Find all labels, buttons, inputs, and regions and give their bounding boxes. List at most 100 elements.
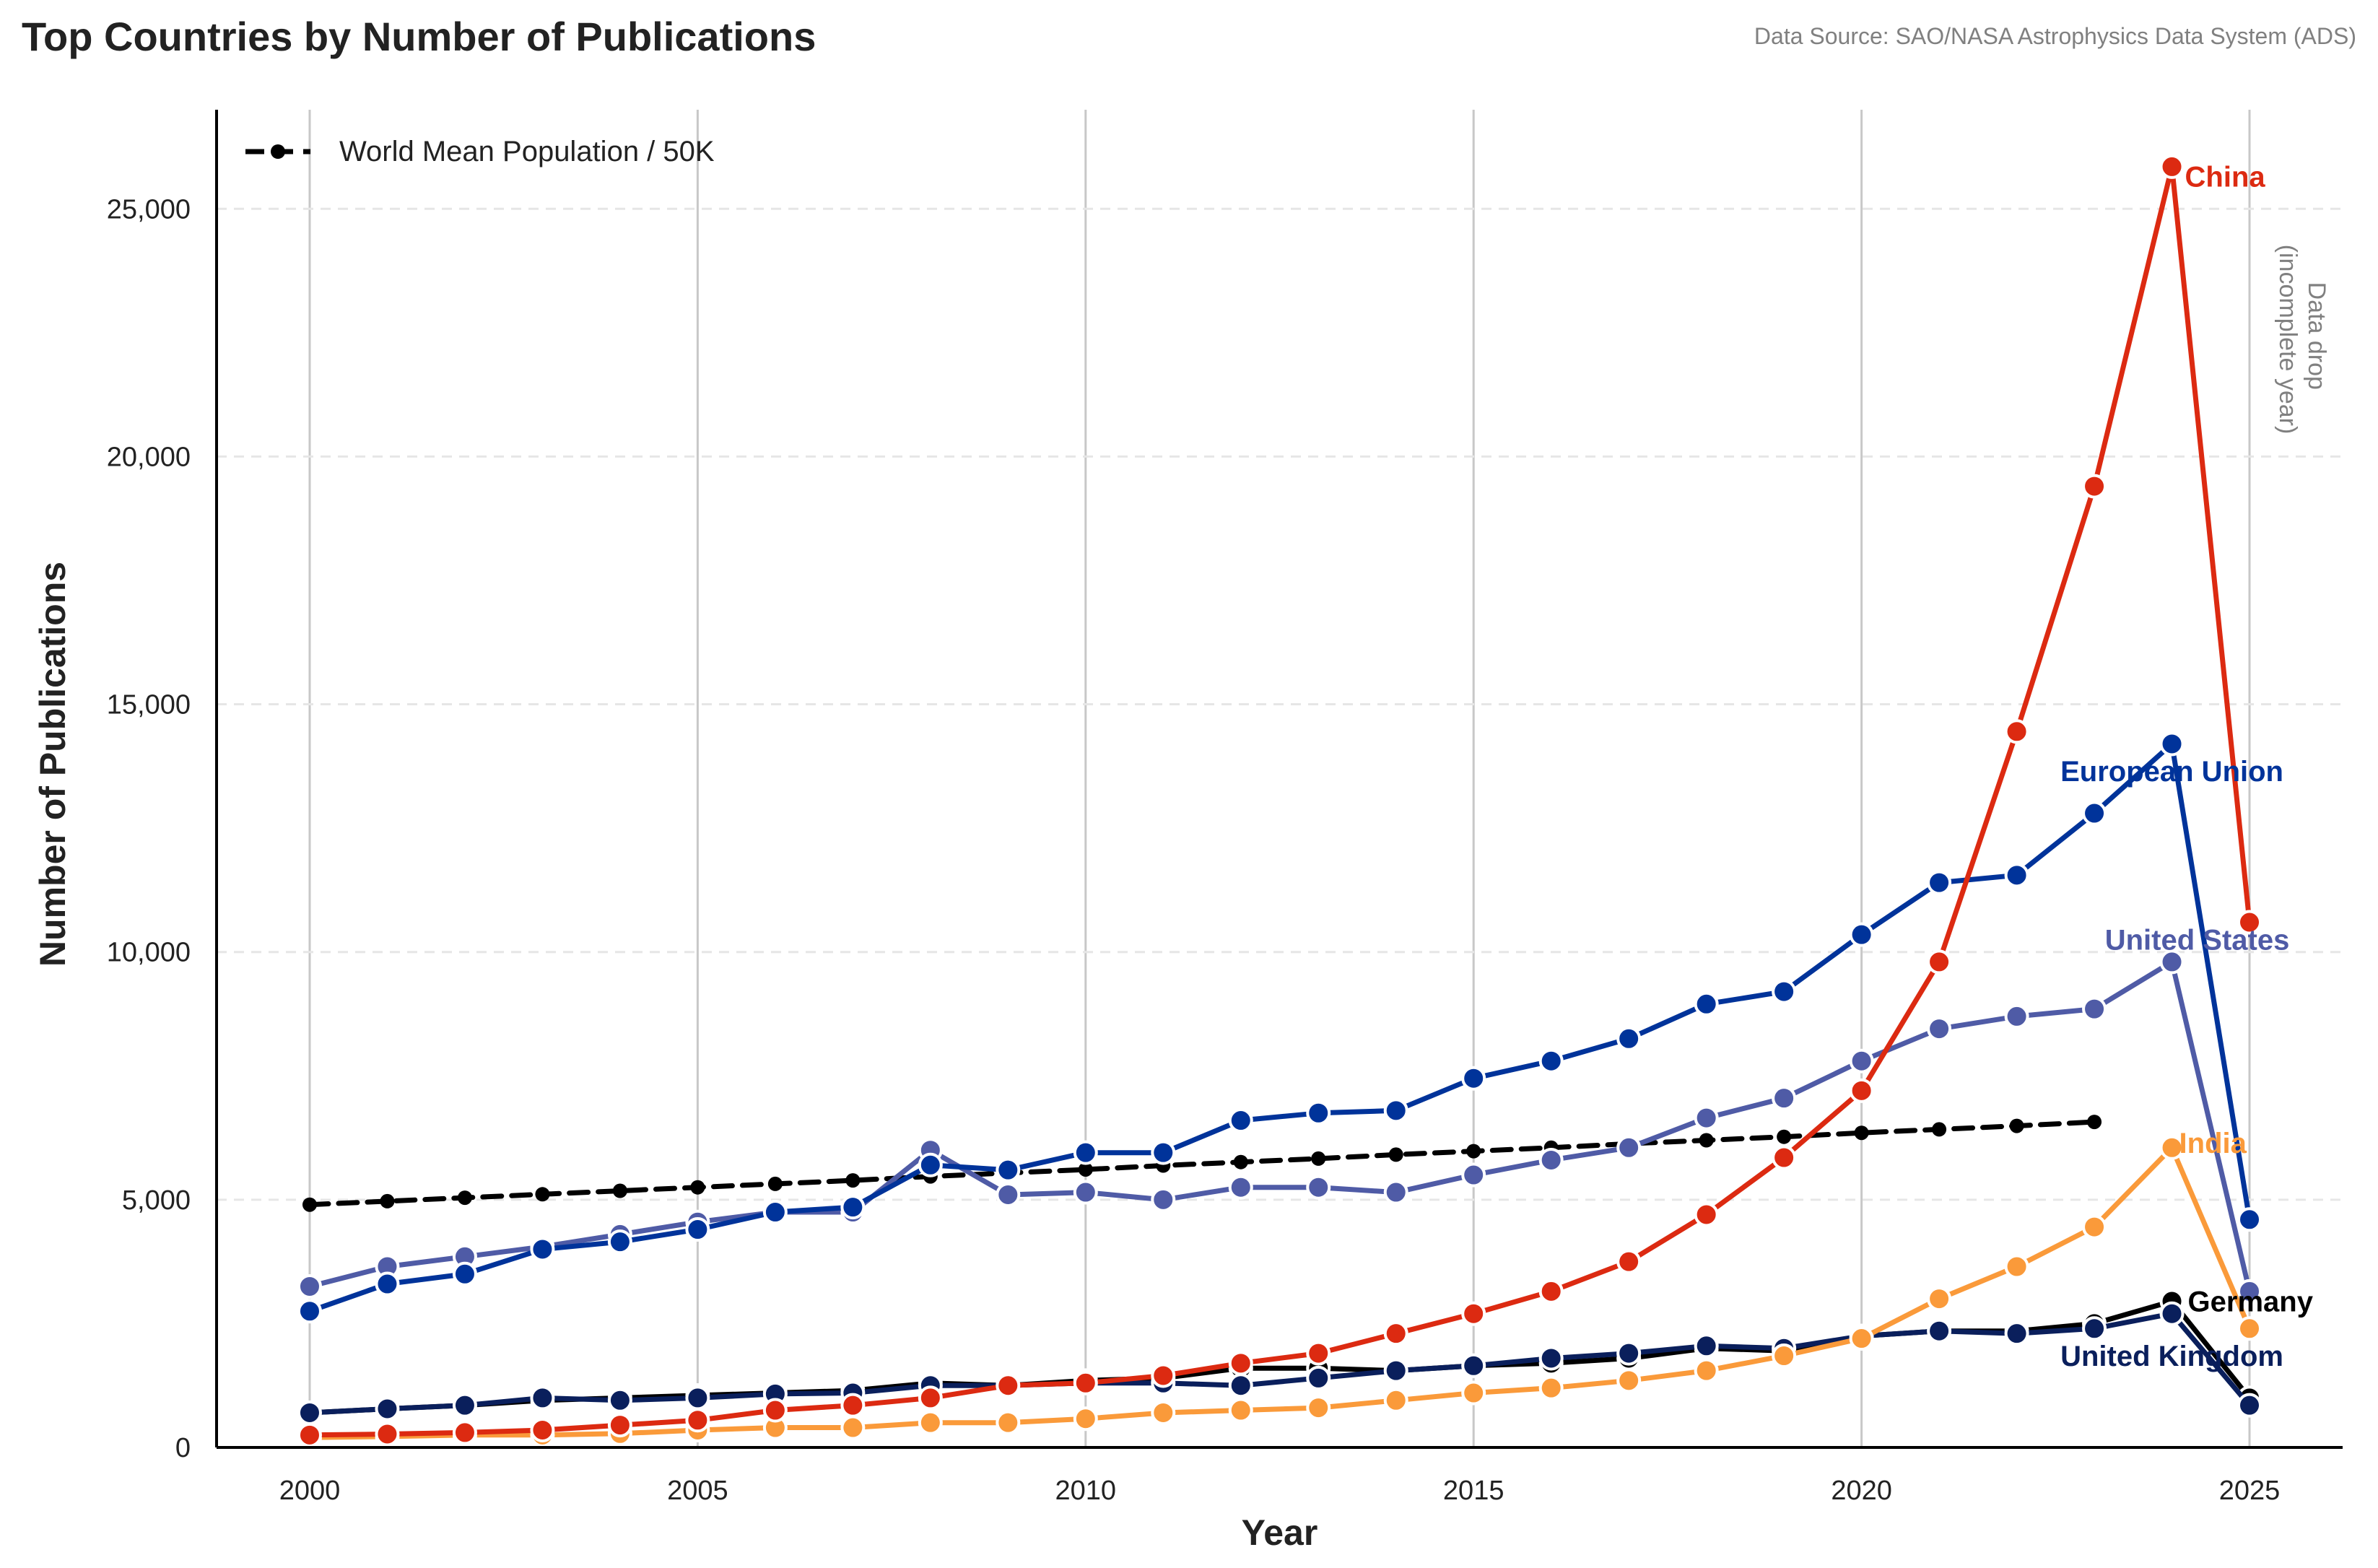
data-point — [1073, 1140, 1098, 1165]
data-point — [1073, 1370, 1098, 1395]
data-point — [996, 1182, 1021, 1207]
data-point — [840, 1195, 866, 1220]
x-tick-label: 2010 — [1055, 1476, 1117, 1506]
data-point — [2004, 863, 2029, 888]
data-point — [452, 1393, 477, 1418]
data-point — [2237, 910, 2262, 935]
data-point — [535, 1187, 550, 1202]
data-point — [762, 1398, 788, 1423]
data-point — [1228, 1398, 1253, 1423]
data-point — [1927, 870, 1952, 895]
data-point — [1383, 1358, 1408, 1383]
data-point — [1616, 1026, 1642, 1051]
data-point — [2082, 474, 2107, 499]
series-line — [307, 164, 2252, 1438]
series-line — [307, 1145, 2252, 1440]
chart-title: Top Countries by Number of Publications — [22, 14, 816, 59]
data-point — [1694, 1358, 1719, 1383]
data-point — [1849, 1326, 1874, 1351]
data-point — [2004, 719, 2029, 744]
data-point — [1616, 1249, 1642, 1274]
series-world-mean-population-50k — [302, 1115, 2102, 1212]
data-point — [297, 1273, 322, 1299]
data-point — [1151, 1400, 1176, 1425]
data-point — [1694, 1202, 1719, 1227]
data-point — [2004, 1321, 2029, 1346]
data-point — [1461, 1162, 1486, 1188]
series-line — [307, 1119, 2097, 1208]
data-point — [1228, 1351, 1253, 1376]
data-point — [1073, 1180, 1098, 1205]
y-tick-label: 25,000 — [107, 194, 191, 225]
data-point — [2237, 1393, 2262, 1418]
data-point — [375, 1271, 400, 1297]
data-point — [1306, 1395, 1331, 1421]
data-point — [2159, 949, 2185, 975]
series-label: European Union — [2060, 756, 2283, 788]
data-drop-annotation-line2: (incomplete year) — [2274, 245, 2301, 435]
data-point — [530, 1417, 555, 1442]
series-china — [297, 154, 2262, 1447]
x-tick-label: 2000 — [279, 1476, 341, 1506]
legend: World Mean Population / 50K — [245, 136, 715, 167]
data-point — [1927, 949, 1952, 975]
series-label: Germany — [2188, 1286, 2314, 1318]
series-label: India — [2179, 1128, 2247, 1159]
data-point — [1383, 1321, 1408, 1346]
data-point — [918, 1152, 943, 1177]
data-point — [1383, 1098, 1408, 1123]
x-tick-label: 2015 — [1443, 1476, 1504, 1506]
data-point — [1306, 1365, 1331, 1390]
data-point — [1461, 1301, 1486, 1326]
data-point — [452, 1261, 477, 1286]
data-point — [996, 1373, 1021, 1398]
x-tick-label: 2025 — [2219, 1476, 2281, 1506]
data-point — [1466, 1144, 1481, 1159]
y-tick-label: 5,000 — [122, 1185, 191, 1216]
data-point — [1306, 1100, 1331, 1125]
data-point — [1538, 1375, 1564, 1401]
series-label: China — [2185, 162, 2266, 193]
y-tick-label: 10,000 — [107, 938, 191, 968]
data-point — [607, 1229, 632, 1255]
data-point — [1772, 1086, 1797, 1111]
data-point — [1849, 1048, 1874, 1073]
data-point — [1151, 1140, 1176, 1165]
data-point — [762, 1200, 788, 1225]
data-point — [297, 1400, 322, 1425]
data-point — [1538, 1048, 1564, 1073]
data-point — [1306, 1175, 1331, 1200]
data-drop-annotation: Data drop (incomplete year) — [2274, 245, 2330, 435]
data-point — [1772, 979, 1797, 1004]
data-point — [1073, 1406, 1098, 1432]
data-point — [996, 1410, 1021, 1435]
data-point — [1927, 1016, 1952, 1042]
data-point — [996, 1157, 1021, 1182]
data-point — [302, 1197, 317, 1212]
data-point — [607, 1388, 632, 1413]
y-tick-label: 15,000 — [107, 690, 191, 720]
series-label: United Kingdom — [2060, 1341, 2283, 1372]
legend-swatch-marker — [271, 144, 285, 159]
data-point — [380, 1193, 395, 1208]
data-point — [1461, 1380, 1486, 1406]
x-axis-title: Year — [1242, 1512, 1318, 1553]
data-point — [918, 1410, 943, 1435]
data-point — [2237, 1207, 2262, 1232]
data-point — [2082, 801, 2107, 826]
y-tick-label: 0 — [175, 1433, 191, 1463]
data-point — [2237, 1279, 2262, 1304]
data-point — [1616, 1368, 1642, 1393]
series-line — [307, 1311, 2252, 1416]
y-axis-title: Number of Publications — [32, 562, 73, 967]
data-point — [1694, 1333, 1719, 1359]
data-point — [2082, 1214, 2107, 1240]
data-point — [1151, 1187, 1176, 1212]
data-point — [840, 1415, 866, 1440]
data-point — [1151, 1363, 1176, 1388]
data-point — [375, 1421, 400, 1447]
series-line — [307, 741, 2252, 1314]
data-point — [2082, 1316, 2107, 1341]
data-point — [375, 1396, 400, 1421]
